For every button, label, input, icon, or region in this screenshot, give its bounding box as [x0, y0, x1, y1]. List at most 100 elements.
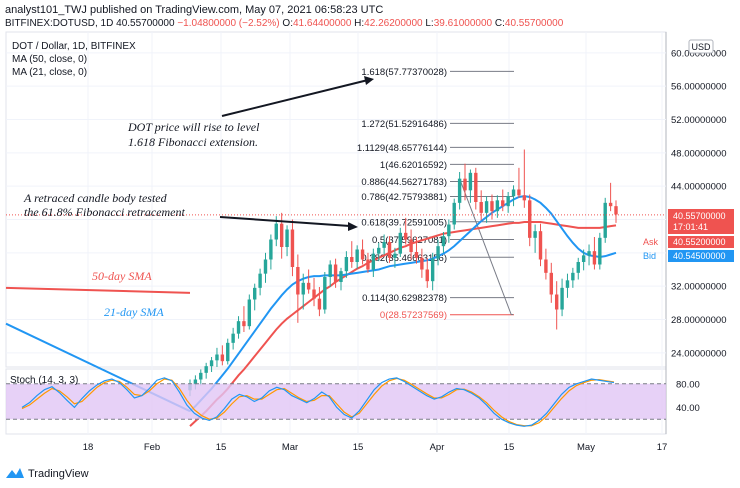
last-price-tag-value: 40.55700000 [673, 211, 726, 221]
annotation-extension-1: DOT price will rise to level [127, 120, 260, 134]
candle-body [377, 247, 381, 254]
candle-body [409, 239, 413, 252]
time-tick-label: 15 [353, 442, 364, 453]
candle-body [441, 236, 446, 247]
candle-body [333, 264, 338, 282]
time-tick-label: 15 [504, 442, 515, 453]
candle-body [220, 354, 225, 362]
candle-body [387, 242, 392, 258]
close-label: C: [494, 18, 505, 29]
candle-body [398, 232, 403, 254]
time-axis-ticks: 18 Feb 15 Mar 15 Apr 15 May 17 [83, 442, 668, 453]
last-price: 40.55700000 [116, 18, 175, 29]
currency-label: USD [691, 42, 711, 52]
tradingview-logo-icon [6, 468, 24, 478]
change-value: −1.04800000 (−2.52%) [177, 18, 280, 29]
candle-body [253, 287, 257, 300]
candle-body [538, 231, 543, 260]
candle-body [323, 277, 327, 310]
fib-level-label: 1.618(57.77370028) [361, 67, 447, 78]
bid-tag [668, 250, 734, 262]
time-tick-label: 18 [83, 442, 94, 453]
extension-arrow [221, 79, 369, 117]
candle-body [312, 289, 316, 299]
candle-body [544, 259, 548, 273]
candle-body [549, 272, 553, 295]
candle-body [393, 253, 397, 258]
candle-body [247, 299, 252, 327]
stoch-lines: 40.00 80.00 [6, 377, 700, 427]
time-tick-label: May [577, 442, 595, 453]
candle-body [517, 189, 521, 196]
candle-body [274, 223, 278, 240]
time-tick-label: 15 [216, 442, 227, 453]
fib-trend-line [459, 178, 512, 315]
candle-body [522, 195, 527, 201]
price-tick-label: 28.00000000 [671, 315, 726, 326]
open-label: O: [282, 18, 293, 29]
candle-body [371, 253, 376, 270]
candle-body [463, 178, 467, 191]
fib-level-label: 0.114(30.62982378) [362, 293, 447, 304]
fib-level-label: 1.1129(48.65776144) [357, 143, 447, 154]
candle-body [430, 258, 435, 282]
currency-badge[interactable] [688, 39, 714, 54]
candle-body [457, 178, 462, 203]
candle-body [350, 257, 354, 262]
publish-byline: analyst101_TWJ published on TradingView.… [5, 4, 384, 16]
ask-value: 40.55200000 [673, 237, 726, 247]
bid-label: Bid [643, 251, 656, 261]
time-tick-label: 17 [657, 442, 668, 453]
open-value: 41.64400000 [292, 18, 352, 29]
annotation-retrace-2: the 61.8% Fibonacci retracement [24, 205, 186, 219]
time-tick-label: Apr [430, 442, 445, 453]
legend-stoch: Stoch (14, 3, 3) [10, 375, 78, 386]
candle-body [199, 372, 203, 380]
candle-body [301, 282, 305, 295]
stoch-k-line [21, 377, 615, 427]
candle-body [344, 257, 349, 272]
header-bar: analyst101_TWJ published on TradingView.… [0, 0, 740, 20]
candle-body [571, 272, 575, 281]
candle-body [236, 321, 241, 334]
low-value: 39.61000000 [433, 18, 493, 29]
candle-body [403, 232, 408, 240]
close-value: 40.55700000 [504, 18, 564, 29]
candle-body [447, 224, 451, 237]
candle-body [501, 200, 505, 207]
candle-body [598, 237, 602, 265]
extension-arrowhead [364, 76, 374, 85]
grid-lines [6, 32, 666, 434]
legend-ma21: MA (21, close, 0) [12, 67, 87, 78]
fibonacci-levels: 1.618(57.77370028) 1.272(51.52916486) 1.11… [357, 67, 514, 321]
candle-body [490, 201, 494, 212]
fib-level-label: 0.382(35.46663156) [361, 253, 447, 264]
price-tick-label: 52.00000000 [671, 115, 726, 126]
legend-ma50: MA (50, close, 0) [12, 54, 87, 65]
candle-body [452, 202, 456, 225]
candle-body [506, 196, 510, 207]
candle-body [269, 239, 273, 260]
symbol-label: BITFINEX:DOTUSD, 1D [5, 18, 114, 29]
ask-tag [668, 236, 734, 248]
stoch-d-line [21, 377, 615, 427]
candle-body [355, 249, 359, 262]
high-value: 42.26200000 [364, 18, 423, 29]
candle-body [382, 242, 386, 248]
candle-body [511, 189, 516, 197]
candle-body [495, 200, 500, 212]
candle-body [479, 202, 483, 213]
candle-body [285, 229, 289, 247]
legend-title: DOT / Dollar, 1D, BITFINEX [12, 41, 136, 52]
ma50-line [189, 221, 617, 427]
candle-body [614, 206, 618, 215]
ma50-left-segment [5, 286, 191, 294]
candle-body [317, 298, 322, 310]
candle-body [193, 379, 198, 385]
price-tick-label: 56.00000000 [671, 82, 726, 93]
retrace-arrowhead [348, 222, 358, 231]
candle-body [436, 246, 440, 259]
candle-body [528, 200, 532, 238]
candle-body [306, 282, 311, 290]
